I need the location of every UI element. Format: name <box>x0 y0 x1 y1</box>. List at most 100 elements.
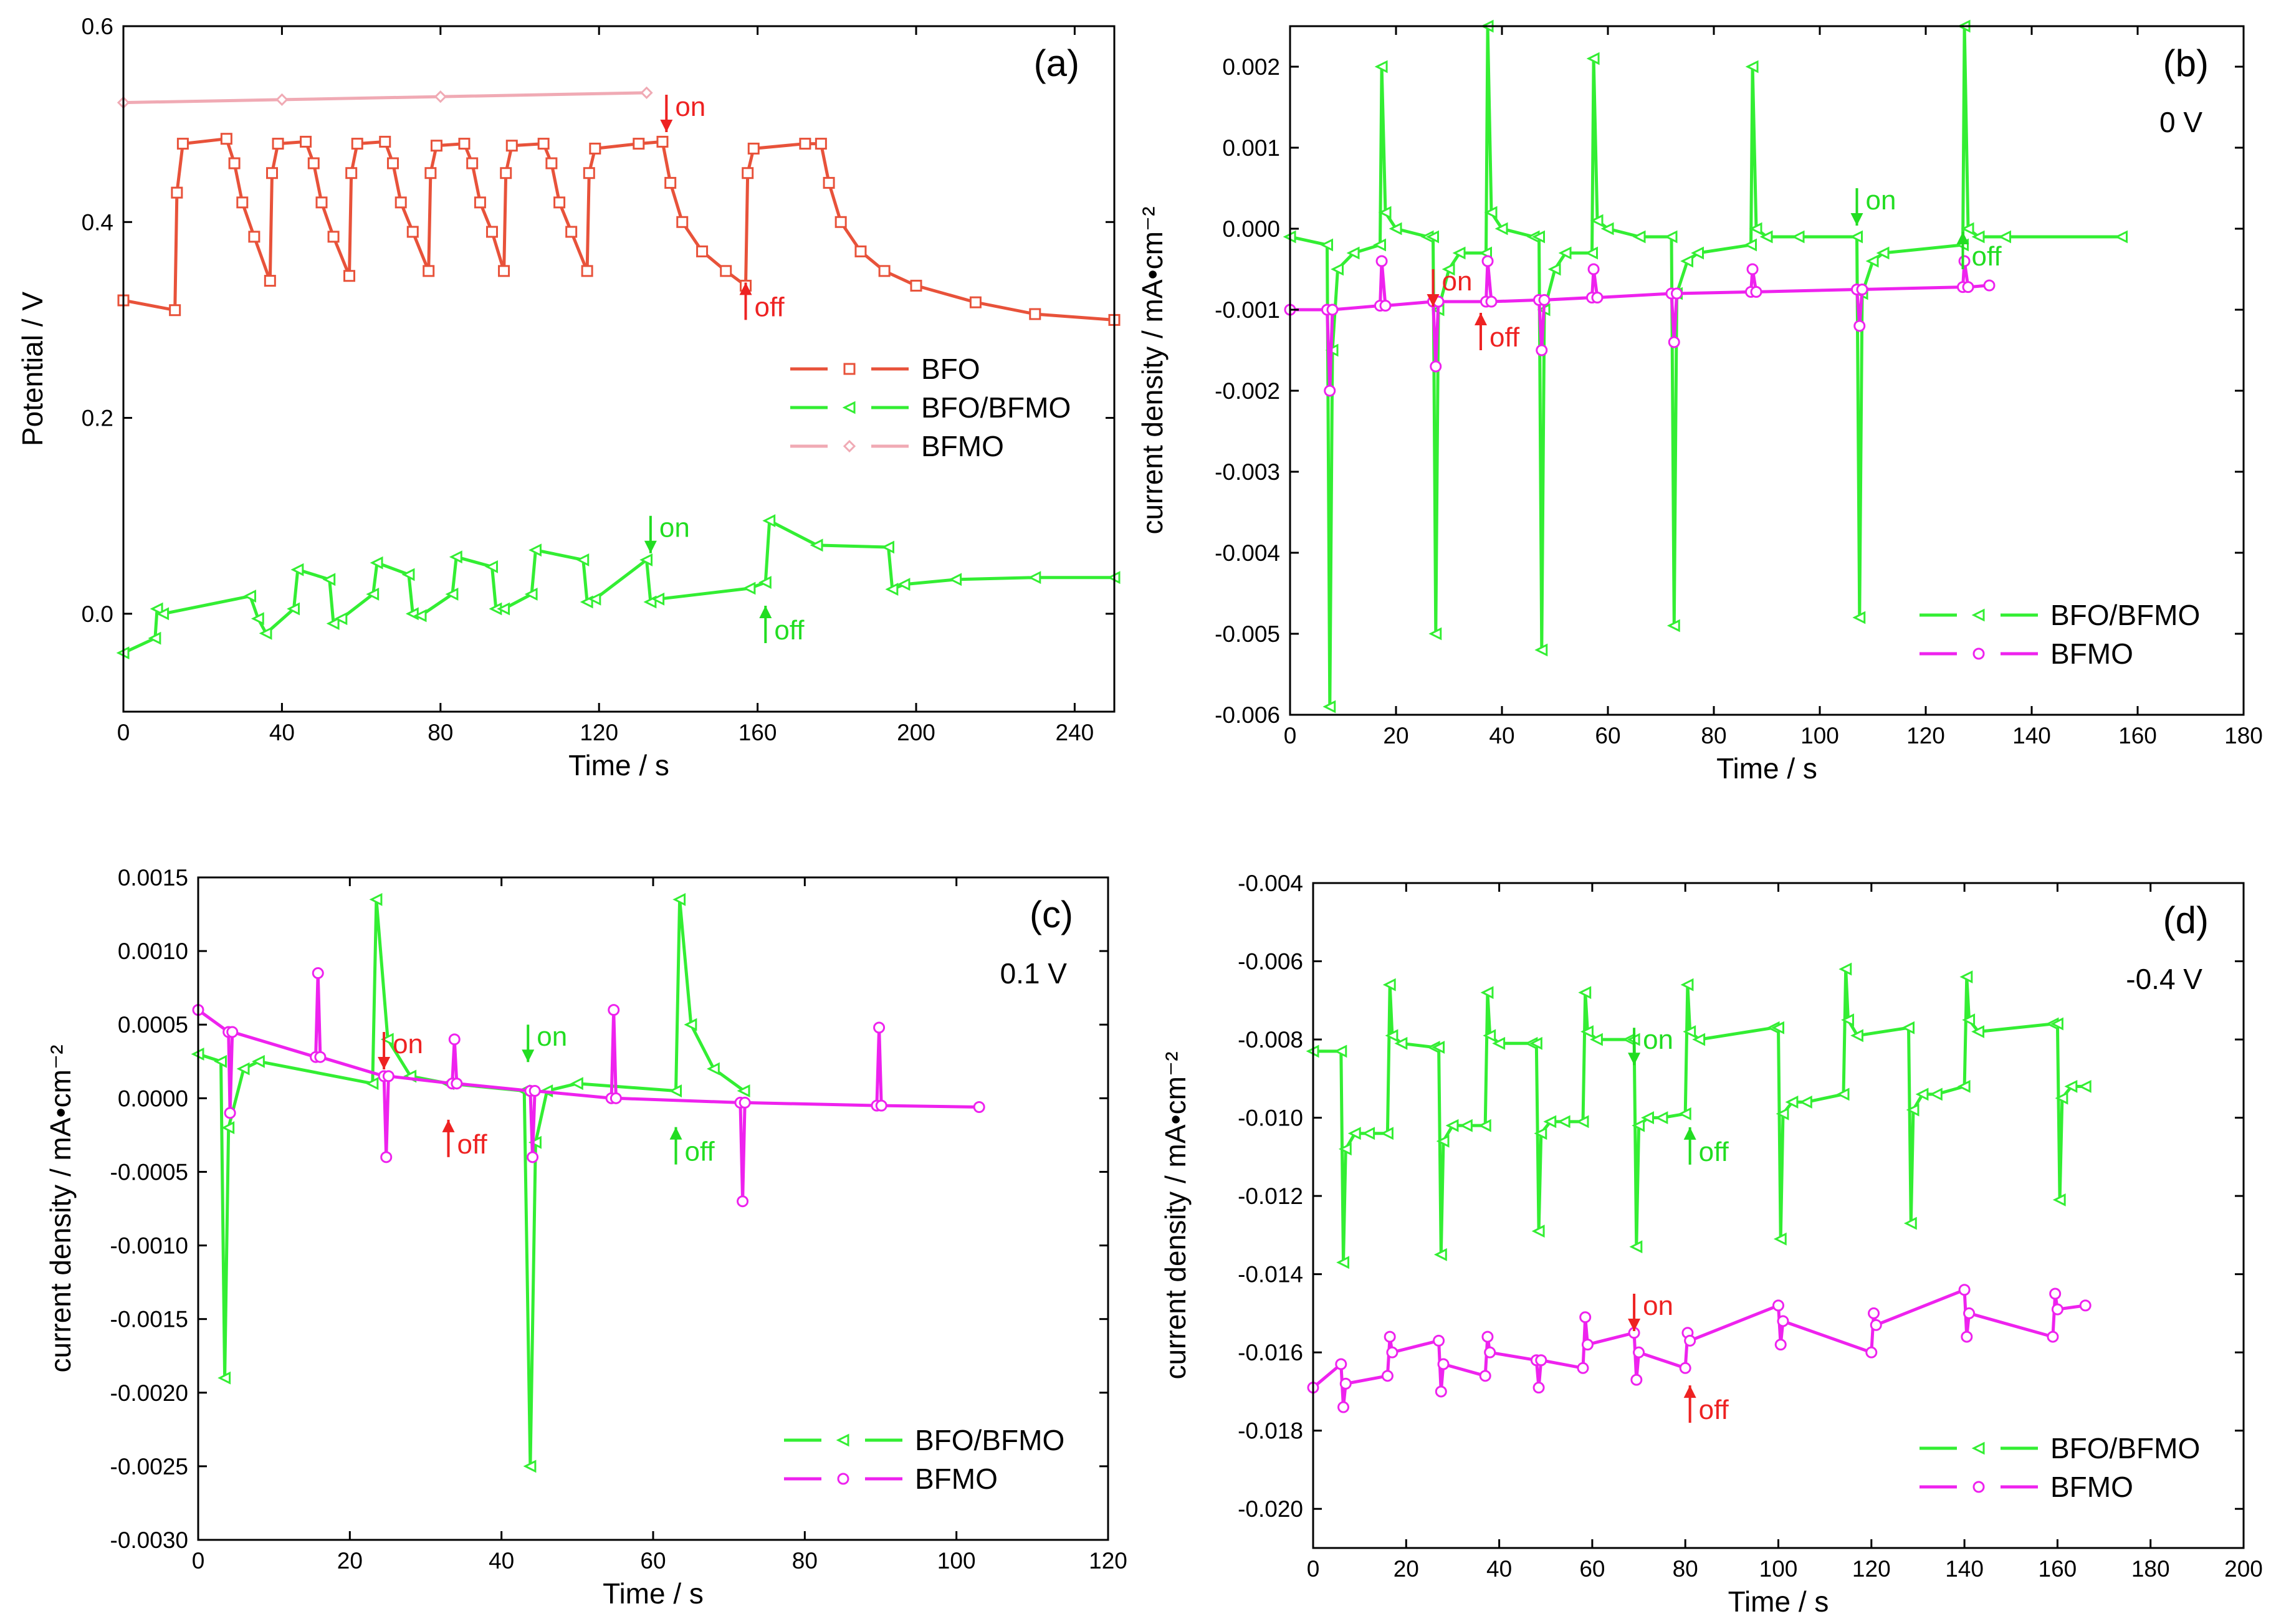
annotation-label: on <box>659 513 690 543</box>
data-point-d-0 <box>1557 1115 1571 1129</box>
data-point-d-0 <box>1962 1013 1976 1027</box>
annotation-arrowhead <box>1628 1319 1641 1332</box>
x-tick-label: 100 <box>1800 723 1839 748</box>
data-point-c-1 <box>610 1092 622 1104</box>
y-tick-label: -0.004 <box>1238 871 1303 896</box>
data-point-b-0 <box>1373 238 1386 252</box>
data-point-d-1 <box>1381 1370 1394 1382</box>
data-point-d-1 <box>1532 1382 1545 1394</box>
data-point-b-1 <box>1324 385 1336 397</box>
panel-d: 0 20 40 60 80 100 120 140 160 180 200 -0.020 -0.018 -… <box>1159 871 2263 1618</box>
data-point-d-1 <box>2047 1330 2059 1343</box>
legend-marker <box>1972 1481 1985 1493</box>
data-point-d-0 <box>1432 1041 1445 1054</box>
data-point-d-0 <box>1850 1029 1863 1043</box>
y-tick-label: 0.0 <box>82 601 113 627</box>
data-point-b-0 <box>1534 643 1548 657</box>
data-point-c-0 <box>706 1062 720 1076</box>
data-point-a-2 <box>651 592 665 606</box>
y-tick-label: -0.014 <box>1238 1262 1303 1287</box>
data-point-d-0 <box>1678 1107 1691 1120</box>
data-point-c-0 <box>218 1371 231 1385</box>
x-axis-title: Time / s <box>1728 1585 1829 1618</box>
data-point-b-0 <box>1680 254 1693 268</box>
y-tick-label: 0.4 <box>82 209 113 235</box>
data-point-b-0 <box>1558 246 1572 260</box>
data-point-a-1 <box>537 138 550 150</box>
y-tick-label: -0.0020 <box>110 1380 189 1406</box>
data-point-d-0 <box>1531 1225 1545 1238</box>
bias-label: -0.4 V <box>2126 963 2202 995</box>
data-point-a-1 <box>474 196 486 209</box>
data-point-a-1 <box>220 133 232 145</box>
data-point-d-0 <box>1483 1029 1496 1043</box>
data-point-d-0 <box>1629 1240 1643 1254</box>
data-point-a-2 <box>413 609 427 623</box>
x-tick-label: 60 <box>640 1548 666 1574</box>
plot-frame-b <box>1289 25 2245 716</box>
data-point-d-1 <box>1437 1358 1450 1370</box>
data-point-d-0 <box>1655 1111 1668 1125</box>
data-point-c-1 <box>451 1077 463 1090</box>
data-point-a-2 <box>949 573 962 586</box>
data-point-c-0 <box>528 1135 542 1149</box>
data-point-b-1 <box>1671 287 1683 300</box>
data-point-a-1 <box>581 265 593 277</box>
data-point-a-2 <box>485 560 498 573</box>
panel-a: 0 40 80 120 160 200 240 0.0 0.2 0.4 0.6 Time / s Pot… <box>16 14 1121 781</box>
data-point-d-0 <box>1529 1036 1542 1050</box>
data-point-d-0 <box>1771 1021 1784 1034</box>
annotation-arrowhead <box>442 1119 455 1132</box>
y-tick-label: 0.0010 <box>118 939 188 964</box>
data-point-d-0 <box>1362 1127 1375 1140</box>
data-point-d-0 <box>1580 1025 1594 1038</box>
data-point-a-2 <box>334 612 348 626</box>
data-point-b-1 <box>1481 255 1494 267</box>
data-point-d-0 <box>1338 1142 1352 1156</box>
legend-label: BFO <box>921 353 980 385</box>
data-point-a-2 <box>497 602 510 616</box>
y-tick-label: -0.018 <box>1238 1418 1303 1444</box>
x-tick-label: 0 <box>117 720 130 745</box>
data-point-d-0 <box>1436 1134 1450 1148</box>
legend-label: BFMO <box>2050 1471 2133 1503</box>
legend-label: BFO/BFMO <box>921 391 1071 424</box>
x-tick-label: 0 <box>1284 723 1297 748</box>
data-point-c-0 <box>672 893 686 906</box>
data-point-c-0 <box>251 1054 265 1068</box>
data-point-a-1 <box>742 167 754 179</box>
data-point-b-0 <box>1876 246 1890 260</box>
data-point-d-0 <box>2052 1193 2066 1206</box>
data-point-d-0 <box>1683 1025 1696 1038</box>
data-point-a-1 <box>327 231 340 243</box>
data-point-d-0 <box>1799 1096 1812 1109</box>
series-line-b-1 <box>1290 259 1990 393</box>
panel-label: (a) <box>1034 42 1079 84</box>
data-point-b-0 <box>1585 246 1598 260</box>
annotation-arrowhead <box>378 1057 391 1070</box>
y-tick-label: 0.000 <box>1222 216 1280 242</box>
data-point-c-1 <box>739 1096 751 1109</box>
data-point-b-0 <box>1791 230 1805 244</box>
legend-label: BFMO <box>915 1463 998 1495</box>
data-point-b-1 <box>1587 263 1600 275</box>
data-point-a-2 <box>881 540 894 554</box>
annotation-label: on <box>675 92 705 122</box>
data-point-a-1 <box>266 167 278 179</box>
data-point-b-1 <box>1853 320 1866 332</box>
y-axis-title: current density / mA•cm⁻² <box>44 1044 77 1372</box>
y-tick-label: 0.0015 <box>118 865 188 891</box>
x-axis-title: Time / s <box>603 1577 704 1610</box>
y-tick-label: 0.0000 <box>118 1086 188 1111</box>
data-point-a-1 <box>300 135 312 148</box>
data-point-d-1 <box>2051 1303 2063 1316</box>
x-axis-title: Time / s <box>1716 752 1817 785</box>
legend-label: BFO/BFMO <box>915 1424 1064 1456</box>
data-point-a-1 <box>228 157 241 170</box>
data-point-c-1 <box>382 1070 394 1082</box>
data-point-d-0 <box>1492 1036 1506 1050</box>
x-tick-label: 80 <box>428 720 453 745</box>
data-point-c-0 <box>214 1054 227 1068</box>
data-point-d-1 <box>1386 1346 1398 1359</box>
